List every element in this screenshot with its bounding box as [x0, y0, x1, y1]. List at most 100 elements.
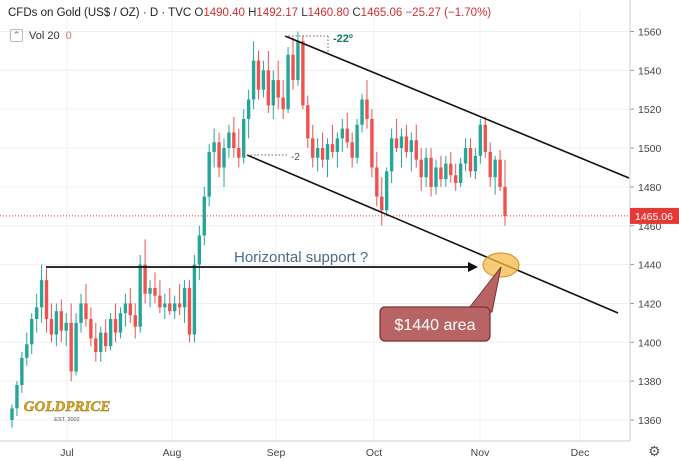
candle-body: [404, 136, 409, 152]
candle-body: [384, 171, 389, 211]
candle-body: [380, 196, 384, 211]
candle-body: [84, 303, 88, 319]
ohlc-key: O: [194, 7, 204, 19]
candle-body: [212, 142, 216, 152]
candle-body: [74, 322, 78, 372]
candle-body: [246, 99, 251, 119]
last-price-label: 1465.06: [635, 211, 673, 223]
candle-body: [222, 148, 226, 168]
time-tick-label: Nov: [471, 447, 490, 459]
candle-body: [311, 138, 315, 158]
candle-body: [148, 287, 152, 294]
time-tick-label: Aug: [163, 447, 182, 459]
ohlc-value: 1492.17: [256, 7, 298, 19]
candle-body: [34, 307, 39, 319]
candle-body: [163, 303, 167, 308]
goldprice-logo-sub: EST. 2002: [54, 417, 79, 423]
candle-body: [493, 159, 497, 178]
candle-body: [138, 264, 142, 327]
candle-body: [449, 163, 453, 176]
candle-body: [10, 408, 14, 420]
candle-body: [232, 132, 236, 149]
support-arrow-head: [468, 262, 478, 272]
candle-body: [301, 41, 305, 106]
candle-body: [473, 155, 478, 172]
candle-body: [187, 287, 192, 335]
time-tick-label: Dec: [571, 447, 590, 459]
gear-icon[interactable]: ⚙: [648, 444, 661, 460]
support-label: Horizontal support ?: [234, 249, 368, 266]
candle-body: [375, 167, 379, 197]
candle-body: [296, 41, 300, 81]
chevron-up-icon[interactable]: ⌃: [10, 29, 23, 42]
ohlc-values: O1490.40 H1492.17 L1460.80 C1465.06: [194, 7, 405, 19]
price-tick-label: 1400: [638, 337, 662, 349]
candle-body: [483, 124, 487, 152]
candle-body: [103, 332, 108, 347]
price-tick-label: 1540: [638, 65, 662, 77]
candle-body: [242, 118, 246, 158]
volume-label: Vol 20: [29, 29, 60, 42]
candle-body: [320, 148, 325, 160]
goldprice-logo: GOLDPRICE: [24, 399, 111, 415]
candle-body: [49, 318, 54, 335]
candle-body: [207, 151, 211, 197]
candle-body: [133, 315, 137, 327]
candle-body: [335, 138, 340, 152]
candle-body: [94, 338, 98, 353]
candle-body: [25, 344, 29, 358]
candle-body: [271, 80, 275, 106]
candle-body: [281, 97, 285, 110]
candle-body: [182, 287, 187, 308]
time-axis: Jul Aug Sep Oct Nov Dec: [0, 440, 630, 459]
ohlc-key: L: [298, 7, 308, 19]
candle-body: [118, 313, 123, 333]
price-tick-label: 1380: [638, 376, 662, 388]
candle-body: [330, 144, 335, 152]
symbol-title[interactable]: CFDs on Gold (US$ / OZ) · D · TVC: [8, 7, 192, 19]
candle-body: [434, 167, 438, 187]
candle-body: [439, 167, 443, 180]
candle-body: [345, 128, 349, 143]
candle-body: [325, 144, 330, 160]
candle-body: [498, 159, 502, 187]
price-tick-label: 1560: [638, 27, 662, 39]
price-tick-label: 1500: [638, 143, 662, 155]
callout-box: [379, 306, 491, 342]
candle-body: [30, 318, 34, 345]
grid: [0, 10, 630, 441]
candle-body: [108, 318, 113, 347]
candle-body: [458, 163, 463, 184]
candle-body: [261, 70, 266, 90]
channel-upper-line: [284, 35, 630, 179]
candle-body: [217, 142, 221, 168]
candle-body: [276, 80, 280, 98]
ohlc-value: 1465.06: [360, 7, 403, 19]
candle-body: [409, 140, 414, 152]
last-price-badge: [630, 207, 679, 224]
candle-body: [306, 105, 310, 139]
candle-body: [64, 322, 68, 331]
ohlc-key: H: [244, 7, 257, 19]
price-tick-label: 1480: [638, 182, 662, 194]
candle-body: [286, 54, 290, 110]
callout-pointer: [464, 266, 502, 313]
candle-body: [89, 318, 93, 339]
candle-body: [444, 163, 448, 180]
candle-body: [360, 99, 364, 125]
candle-body: [128, 303, 133, 316]
candle-body: [39, 280, 44, 308]
angle-label-top: -22º: [333, 33, 353, 45]
candle-body: [168, 303, 172, 312]
candle-body: [503, 186, 507, 217]
candle-body: [54, 311, 59, 335]
drawings: -22º -2 Horizontal support ? $1440 area GOLD…: [0, 33, 630, 423]
price-tick-label: 1520: [638, 104, 662, 116]
time-tick-label: Jul: [60, 447, 73, 459]
candle-body: [463, 148, 468, 164]
price-tick-label: 1440: [638, 260, 662, 272]
volume-indicator-row[interactable]: ⌃ Vol 20 0: [10, 29, 72, 42]
price-axis: 1560154015201500148014601440142014001380…: [629, 0, 679, 460]
candle-body: [172, 303, 177, 312]
